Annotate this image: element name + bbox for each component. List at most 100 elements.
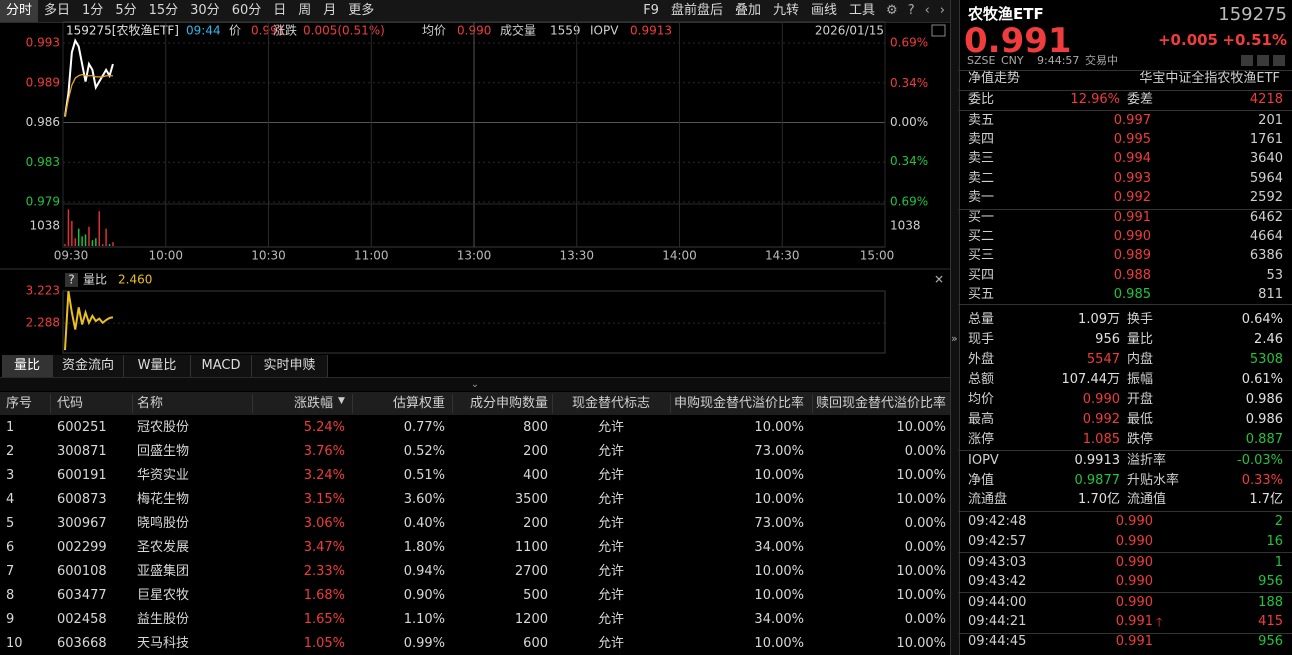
period-tab[interactable]: 更多 — [348, 3, 375, 18]
tick-volume: 956 — [1258, 634, 1283, 649]
field-label: 涨跌 — [273, 23, 297, 38]
stat-value: 2.46 — [1254, 332, 1283, 347]
table-cell: 天马科技 — [137, 636, 190, 651]
table-cell: 1.68% — [303, 588, 345, 603]
col-sep — [50, 394, 51, 413]
table-cell: 10.00% — [896, 636, 946, 651]
stat-label: 涨停 — [968, 432, 995, 447]
panel-icon — [1273, 55, 1285, 66]
tool-button[interactable]: 叠加 — [734, 3, 761, 18]
period-tab[interactable]: 60分 — [231, 3, 262, 18]
stat-value: 0.986 — [1245, 392, 1283, 407]
table-cell: 允许 — [597, 444, 624, 459]
tool-icon[interactable]: ‹ — [924, 3, 930, 18]
table-cell: 亚盛集团 — [137, 564, 190, 579]
period-tab[interactable]: 多日 — [44, 3, 71, 18]
table-cell: 0.00% — [904, 612, 946, 627]
table-cell: 300871 — [57, 444, 107, 459]
table-header[interactable]: 赎回现金替代溢价比率 — [815, 396, 946, 411]
table-cell: 1.80% — [403, 540, 445, 555]
col-sep — [670, 394, 671, 413]
indicator-tab[interactable]: MACD — [191, 355, 252, 377]
indicator-tab[interactable]: 资金流向 — [53, 355, 124, 377]
table-header[interactable]: 成分申购数量 — [469, 396, 548, 411]
level-volume: 2592 — [1249, 189, 1283, 205]
table-cell: 0.90% — [403, 588, 445, 603]
table-cell: 1.10% — [403, 612, 445, 627]
period-tab[interactable]: 5分 — [115, 3, 137, 18]
table-header[interactable]: 现金替代标志 — [571, 396, 650, 411]
table-header[interactable]: 代码 — [57, 396, 84, 411]
y2-tick-label: 0.69% — [890, 36, 928, 50]
table-header[interactable]: 涨跌幅 — [293, 396, 333, 411]
period-tab[interactable]: 15分 — [148, 3, 179, 18]
stat-value: 0.33% — [1241, 472, 1283, 488]
y-tick-label: 0.979 — [26, 195, 60, 209]
period-tab[interactable]: 分时 — [0, 0, 39, 22]
tick-price: 0.990 — [1115, 595, 1153, 610]
stat-label: IOPV — [968, 453, 999, 468]
tick-time: 09:43:42 — [968, 574, 1027, 589]
volume-tick-label: 1038 — [29, 219, 60, 233]
level-label: 卖四 — [968, 132, 995, 148]
table-cell: 0.94% — [403, 564, 445, 579]
level-label: 卖二 — [968, 170, 995, 186]
period-tab[interactable]: 周 — [298, 3, 312, 18]
indicator-tab[interactable]: 实时申赎 — [252, 355, 328, 377]
table-header[interactable]: 估算权重 — [392, 396, 445, 411]
col-sep — [352, 394, 353, 413]
sort-icon: ▼ — [338, 396, 345, 406]
table-cell: 1200 — [514, 612, 548, 627]
panel-frame — [62, 290, 886, 354]
tool-button[interactable]: 九转 — [772, 3, 799, 18]
fund-name: 农牧渔ETF — [968, 5, 1044, 23]
y-tick-label: 0.986 — [26, 115, 60, 129]
tool-button[interactable]: 工具 — [849, 3, 876, 18]
level-price: 0.989 — [1113, 248, 1151, 264]
table-cell: 10.00% — [754, 564, 804, 579]
table-header[interactable]: 序号 — [6, 396, 33, 411]
stat-label: 流通值 — [1127, 492, 1167, 507]
row-separator — [958, 552, 1292, 553]
level-label: 买四 — [968, 267, 995, 283]
series-line — [64, 291, 114, 351]
col-sep — [552, 394, 553, 413]
nav-label: 净值走势 — [968, 71, 1021, 86]
tool-icon[interactable]: ? — [907, 3, 915, 18]
table-cell: 0.00% — [904, 540, 946, 555]
diff-value: 4218 — [1249, 92, 1283, 107]
row-separator — [958, 633, 1292, 634]
table-cell: 34.00% — [754, 612, 804, 627]
table-cell: 10.00% — [896, 588, 946, 603]
level-volume: 1761 — [1249, 132, 1283, 148]
close-icon: ✕ — [934, 273, 944, 287]
period-tab[interactable]: 30分 — [190, 3, 220, 18]
table-cell: 圣农发展 — [137, 540, 190, 555]
tick-price: 0.991 — [1115, 634, 1153, 649]
table-header[interactable]: 申购现金替代溢价比率 — [673, 396, 804, 411]
tool-icon[interactable]: › — [939, 3, 945, 18]
tool-button[interactable]: 盘前盘后 — [670, 3, 723, 18]
stat-value: 107.44万 — [1061, 372, 1121, 387]
tick-time: 09:44:00 — [968, 595, 1027, 610]
table-cell: 允许 — [597, 420, 624, 435]
period-tab[interactable]: 1分 — [82, 3, 104, 18]
period-tab[interactable]: 日 — [273, 3, 287, 18]
tick-volume: 2 — [1274, 514, 1283, 529]
indicator-tab[interactable]: W量比 — [124, 355, 191, 377]
table-cell: 华资实业 — [137, 468, 190, 483]
tool-icon[interactable]: ⚙ — [886, 3, 898, 18]
table-cell: 8 — [6, 588, 15, 603]
level-label: 买二 — [968, 229, 995, 245]
meta: 9:44:57 — [1037, 54, 1080, 67]
y-tick-label: 0.989 — [26, 75, 60, 89]
tool-button[interactable]: 画线 — [811, 3, 838, 18]
table-header[interactable]: 名称 — [137, 396, 164, 411]
table-cell: 3 — [6, 468, 15, 483]
period-tab[interactable]: 月 — [323, 3, 337, 18]
tool-button[interactable]: F9 — [643, 3, 659, 18]
indicator-tab[interactable]: 量比 — [2, 355, 53, 377]
field-value: 1559 — [550, 24, 581, 38]
row-separator — [958, 304, 1292, 305]
table-cell: 002299 — [57, 540, 107, 555]
